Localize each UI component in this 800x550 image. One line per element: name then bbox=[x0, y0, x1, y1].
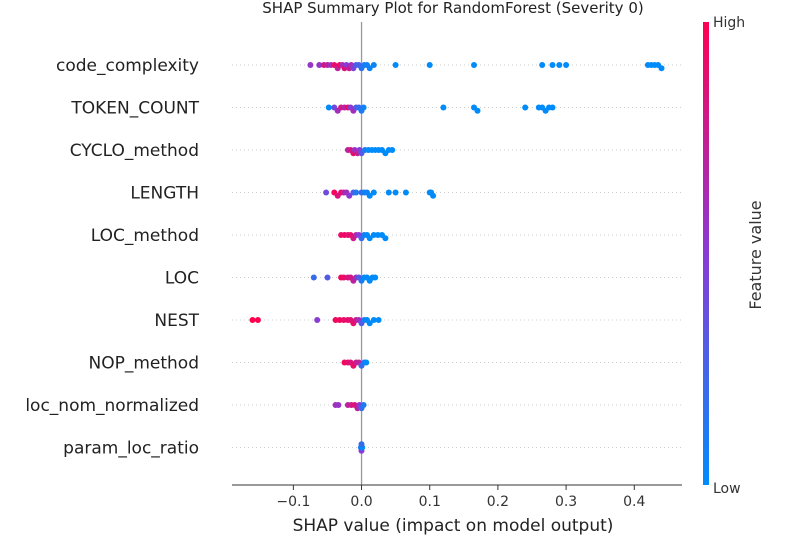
shap-point bbox=[340, 274, 347, 281]
shap-point bbox=[340, 317, 347, 323]
colorbar-low-label: Low bbox=[713, 481, 741, 497]
shap-point bbox=[382, 235, 389, 242]
feature-label: loc_nom_normalized bbox=[25, 396, 199, 416]
shap-point bbox=[372, 274, 379, 281]
shap-point bbox=[375, 317, 382, 323]
shap-point bbox=[310, 274, 317, 281]
shap-point bbox=[324, 274, 331, 281]
shap-point bbox=[366, 235, 373, 242]
chart-title: SHAP Summary Plot for RandomForest (Seve… bbox=[262, 0, 643, 17]
feature-rows: code_complexity TOKEN_COUNT CYCLO_method LE… bbox=[25, 56, 682, 459]
x-axis-label: SHAP value (impact on model output) bbox=[293, 516, 614, 536]
shap-point bbox=[360, 104, 367, 111]
feature-label: code_complexity bbox=[56, 56, 199, 76]
shap-point bbox=[323, 189, 330, 196]
shap-point bbox=[370, 232, 377, 238]
shap-point bbox=[346, 192, 353, 199]
shap-point bbox=[474, 107, 481, 114]
shap-point bbox=[254, 317, 261, 323]
shap-point bbox=[370, 317, 377, 323]
feature-label: param_loc_ratio bbox=[63, 439, 199, 459]
feature-label: NOP_method bbox=[89, 354, 200, 374]
shap-point bbox=[370, 189, 377, 196]
shap-point bbox=[549, 104, 556, 111]
shap-point bbox=[522, 104, 529, 111]
x-tick-label: −0.1 bbox=[276, 494, 310, 510]
colorbar bbox=[703, 22, 709, 485]
shap-point bbox=[471, 62, 477, 68]
shap-point bbox=[363, 359, 370, 366]
shap-point bbox=[389, 147, 396, 153]
data-points bbox=[249, 62, 665, 454]
shap-point bbox=[549, 62, 556, 68]
shap-point bbox=[563, 62, 570, 68]
shap-point bbox=[360, 402, 367, 408]
feature-label: LOC_method bbox=[91, 226, 199, 246]
x-axis-ticks: −0.1 0.0 0.1 0.2 0.3 0.4 bbox=[276, 485, 645, 510]
shap-point bbox=[392, 189, 399, 196]
shap-point bbox=[366, 320, 373, 327]
shap-point bbox=[658, 65, 665, 72]
shap-point bbox=[325, 104, 332, 111]
shap-point bbox=[314, 317, 321, 323]
shap-point bbox=[307, 62, 314, 68]
shap-point bbox=[353, 189, 360, 196]
feature-label: NEST bbox=[154, 311, 199, 331]
feature-label: LENGTH bbox=[130, 184, 199, 204]
shap-point bbox=[430, 192, 437, 199]
shap-point bbox=[374, 232, 381, 238]
feature-label: TOKEN_COUNT bbox=[70, 99, 199, 119]
shap-point bbox=[249, 317, 256, 323]
colorbar-high-label: High bbox=[713, 15, 745, 31]
x-tick-label: 0.4 bbox=[623, 494, 645, 510]
shap-point bbox=[556, 62, 563, 68]
shap-point bbox=[402, 189, 409, 196]
shap-point bbox=[332, 317, 339, 323]
feature-label: LOC bbox=[165, 269, 199, 289]
shap-point bbox=[370, 62, 377, 68]
shap-point bbox=[366, 65, 373, 72]
colorbar-axis-label: Feature value bbox=[746, 200, 765, 309]
x-tick-label: 0.3 bbox=[555, 494, 577, 510]
shap-point bbox=[426, 62, 433, 68]
shap-point bbox=[385, 189, 392, 196]
x-tick-label: 0.1 bbox=[419, 494, 441, 510]
shap-point bbox=[336, 317, 343, 323]
shap-point bbox=[539, 62, 546, 68]
shap-point bbox=[335, 402, 342, 408]
x-tick-label: 0.0 bbox=[350, 494, 372, 510]
shap-point bbox=[316, 62, 323, 68]
x-tick-label: 0.2 bbox=[487, 494, 509, 510]
shap-point bbox=[440, 104, 447, 111]
shap-point bbox=[358, 441, 365, 448]
feature-label: CYCLO_method bbox=[70, 141, 199, 161]
shap-point bbox=[366, 192, 373, 199]
shap-point bbox=[392, 62, 399, 68]
